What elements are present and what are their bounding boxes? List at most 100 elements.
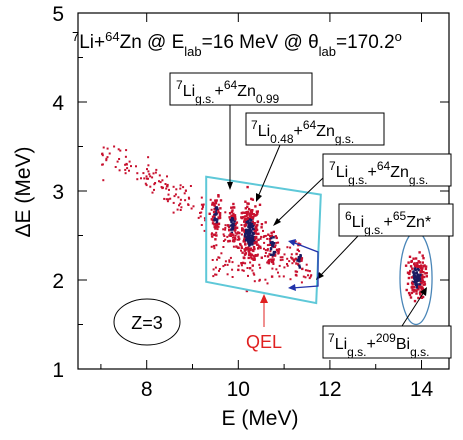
data-point [419, 267, 423, 270]
data-point [243, 230, 246, 233]
data-point [135, 165, 137, 168]
data-point [251, 222, 254, 225]
data-point [257, 232, 260, 235]
data-point [422, 270, 425, 274]
data-point [240, 262, 243, 265]
data-point [277, 251, 280, 254]
data-point [244, 223, 247, 227]
data-point [212, 275, 215, 278]
data-point [257, 238, 260, 241]
data-point [235, 245, 238, 248]
data-point [269, 236, 273, 240]
data-point [222, 228, 225, 231]
data-point [409, 265, 413, 268]
z-label: Z=3 [131, 313, 163, 333]
data-point [263, 247, 265, 250]
data-point [255, 228, 259, 232]
data-point [414, 280, 417, 283]
data-point [271, 267, 274, 270]
data-point [247, 220, 250, 223]
data-point [214, 225, 218, 228]
data-point [197, 216, 200, 219]
data-point [250, 219, 253, 222]
data-point [271, 258, 274, 262]
data-point [228, 229, 231, 232]
data-point [147, 164, 150, 167]
data-point [151, 176, 154, 179]
data-point [410, 276, 414, 279]
data-point [420, 276, 423, 279]
data-point [256, 254, 259, 257]
data-point [160, 186, 163, 188]
qel-label: QEL [246, 332, 282, 352]
data-point [422, 257, 425, 260]
data-point [423, 280, 426, 284]
reaction-part1: Li+ [79, 32, 105, 53]
data-point [253, 256, 256, 259]
data-point [415, 292, 418, 295]
data-point [214, 273, 217, 276]
data-point [247, 274, 249, 277]
data-point [415, 282, 418, 285]
data-point [231, 209, 234, 212]
data-point [301, 267, 304, 271]
data-point [251, 240, 254, 243]
annotation-box-zn099: 7Lig.s.+64Zn0.99 [169, 72, 313, 106]
data-point [105, 159, 108, 162]
data-point [252, 213, 255, 216]
data-point [212, 244, 216, 248]
data-point [293, 260, 295, 262]
data-point [308, 270, 311, 273]
data-point [243, 219, 246, 222]
data-point [271, 243, 275, 247]
data-point [215, 206, 218, 209]
data-point [243, 215, 247, 218]
data-point [416, 286, 419, 289]
data-point [253, 280, 256, 283]
data-point [298, 250, 301, 253]
data-point [231, 268, 234, 271]
data-point [272, 258, 275, 261]
data-point [166, 175, 168, 178]
data-point [424, 267, 428, 271]
data-point [412, 271, 415, 274]
data-point [282, 275, 285, 278]
data-point [275, 268, 278, 271]
data-point [250, 247, 252, 250]
data-point [290, 253, 293, 256]
data-point [234, 218, 237, 221]
data-point [416, 262, 419, 265]
data-point [251, 227, 255, 230]
data-point [298, 264, 301, 267]
data-point [260, 235, 263, 238]
data-point [264, 221, 267, 224]
data-point [289, 278, 292, 281]
data-point [187, 204, 190, 206]
data-point [227, 226, 231, 229]
z-label-group: Z=3 [113, 298, 181, 346]
data-point [251, 220, 254, 223]
data-point [200, 211, 203, 214]
data-point [199, 211, 201, 214]
data-point [251, 264, 254, 267]
data-point [244, 200, 247, 203]
data-point [267, 262, 270, 265]
data-point [215, 218, 219, 221]
data-point [232, 240, 236, 243]
data-point [414, 278, 417, 282]
data-point [168, 188, 170, 191]
data-point [409, 296, 413, 299]
data-point [217, 225, 220, 228]
data-point [228, 260, 231, 263]
data-point [235, 226, 239, 229]
data-point [215, 244, 218, 247]
data-point [267, 233, 270, 236]
data-point [408, 293, 412, 297]
data-point [243, 220, 246, 223]
data-point [154, 171, 157, 174]
data-point [246, 185, 249, 189]
data-point [163, 197, 166, 200]
data-point [240, 249, 242, 252]
data-point [295, 257, 298, 260]
